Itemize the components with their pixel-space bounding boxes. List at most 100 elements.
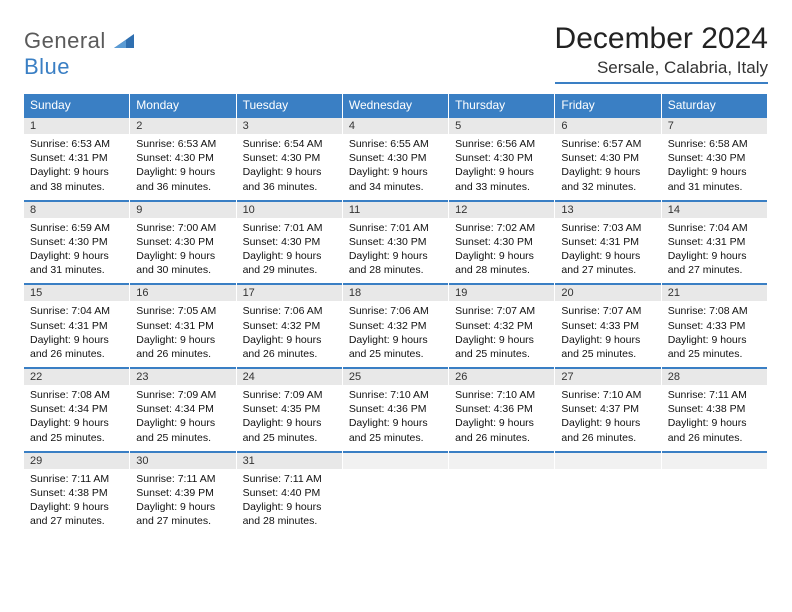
day-number: 19 xyxy=(449,283,554,301)
header: General Blue December 2024 Sersale, Cala… xyxy=(24,22,768,84)
sunrise-text: Sunrise: 7:03 AM xyxy=(561,221,654,235)
dayhead-saturday: Saturday xyxy=(662,94,768,116)
daylight-text: Daylight: 9 hours and 25 minutes. xyxy=(136,416,229,444)
day-number: 14 xyxy=(662,200,767,218)
day-number: 26 xyxy=(449,367,554,385)
brand-logo: General Blue xyxy=(24,22,134,80)
day-number: 22 xyxy=(24,367,129,385)
logo-text-blue: Blue xyxy=(24,54,70,79)
day-number-blank xyxy=(343,451,448,469)
daylight-text: Daylight: 9 hours and 29 minutes. xyxy=(243,249,336,277)
day-info: Sunrise: 7:01 AMSunset: 4:30 PMDaylight:… xyxy=(237,218,342,278)
sunrise-text: Sunrise: 6:55 AM xyxy=(349,137,442,151)
sunrise-text: Sunrise: 7:07 AM xyxy=(561,304,654,318)
sunset-text: Sunset: 4:38 PM xyxy=(668,402,761,416)
sunset-text: Sunset: 4:32 PM xyxy=(455,319,548,333)
day-info: Sunrise: 7:10 AMSunset: 4:37 PMDaylight:… xyxy=(555,385,660,445)
sunset-text: Sunset: 4:32 PM xyxy=(243,319,336,333)
daylight-text: Daylight: 9 hours and 38 minutes. xyxy=(30,165,123,193)
daylight-text: Daylight: 9 hours and 33 minutes. xyxy=(455,165,548,193)
calendar-cell: 2Sunrise: 6:53 AMSunset: 4:30 PMDaylight… xyxy=(130,116,236,200)
sunrise-text: Sunrise: 6:58 AM xyxy=(668,137,761,151)
day-number: 21 xyxy=(662,283,767,301)
dayhead-monday: Monday xyxy=(130,94,236,116)
day-number: 12 xyxy=(449,200,554,218)
logo-triangle-icon xyxy=(114,28,134,54)
day-number-blank xyxy=(449,451,554,469)
day-info: Sunrise: 6:56 AMSunset: 4:30 PMDaylight:… xyxy=(449,134,554,194)
sunrise-text: Sunrise: 7:11 AM xyxy=(30,472,123,486)
daylight-text: Daylight: 9 hours and 34 minutes. xyxy=(349,165,442,193)
day-number: 29 xyxy=(24,451,129,469)
sunrise-text: Sunrise: 7:01 AM xyxy=(349,221,442,235)
day-number: 28 xyxy=(662,367,767,385)
daylight-text: Daylight: 9 hours and 27 minutes. xyxy=(30,500,123,528)
sunset-text: Sunset: 4:39 PM xyxy=(136,486,229,500)
day-info: Sunrise: 7:07 AMSunset: 4:33 PMDaylight:… xyxy=(555,301,660,361)
sunrise-text: Sunrise: 6:56 AM xyxy=(455,137,548,151)
daylight-text: Daylight: 9 hours and 26 minutes. xyxy=(243,333,336,361)
daylight-text: Daylight: 9 hours and 26 minutes. xyxy=(136,333,229,361)
sunset-text: Sunset: 4:36 PM xyxy=(455,402,548,416)
day-info: Sunrise: 7:11 AMSunset: 4:39 PMDaylight:… xyxy=(130,469,235,529)
sunset-text: Sunset: 4:30 PM xyxy=(243,235,336,249)
daylight-text: Daylight: 9 hours and 26 minutes. xyxy=(30,333,123,361)
calendar-cell: 6Sunrise: 6:57 AMSunset: 4:30 PMDaylight… xyxy=(555,116,661,200)
sunset-text: Sunset: 4:30 PM xyxy=(668,151,761,165)
day-number: 16 xyxy=(130,283,235,301)
logo-text-general: General xyxy=(24,28,106,53)
day-number-blank xyxy=(555,451,660,469)
location-subtitle: Sersale, Calabria, Italy xyxy=(555,58,768,84)
calendar-cell: 10Sunrise: 7:01 AMSunset: 4:30 PMDayligh… xyxy=(237,200,343,284)
daylight-text: Daylight: 9 hours and 26 minutes. xyxy=(455,416,548,444)
sunset-text: Sunset: 4:30 PM xyxy=(136,235,229,249)
day-info: Sunrise: 7:06 AMSunset: 4:32 PMDaylight:… xyxy=(237,301,342,361)
calendar-cell: 17Sunrise: 7:06 AMSunset: 4:32 PMDayligh… xyxy=(237,283,343,367)
sunset-text: Sunset: 4:31 PM xyxy=(561,235,654,249)
daylight-text: Daylight: 9 hours and 25 minutes. xyxy=(668,333,761,361)
sunrise-text: Sunrise: 7:04 AM xyxy=(668,221,761,235)
day-info: Sunrise: 7:00 AMSunset: 4:30 PMDaylight:… xyxy=(130,218,235,278)
sunrise-text: Sunrise: 7:04 AM xyxy=(30,304,123,318)
day-number-blank xyxy=(662,451,767,469)
day-info: Sunrise: 7:11 AMSunset: 4:38 PMDaylight:… xyxy=(662,385,767,445)
daylight-text: Daylight: 9 hours and 36 minutes. xyxy=(136,165,229,193)
dayhead-tuesday: Tuesday xyxy=(237,94,343,116)
day-number: 11 xyxy=(343,200,448,218)
month-title: December 2024 xyxy=(555,22,768,56)
daylight-text: Daylight: 9 hours and 27 minutes. xyxy=(668,249,761,277)
day-number: 7 xyxy=(662,116,767,134)
day-number: 17 xyxy=(237,283,342,301)
sunrise-text: Sunrise: 7:05 AM xyxy=(136,304,229,318)
day-info: Sunrise: 7:11 AMSunset: 4:38 PMDaylight:… xyxy=(24,469,129,529)
sunset-text: Sunset: 4:40 PM xyxy=(243,486,336,500)
sunrise-text: Sunrise: 7:11 AM xyxy=(668,388,761,402)
sunset-text: Sunset: 4:30 PM xyxy=(455,151,548,165)
calendar-cell xyxy=(662,451,768,535)
day-info: Sunrise: 7:04 AMSunset: 4:31 PMDaylight:… xyxy=(662,218,767,278)
calendar-cell: 25Sunrise: 7:10 AMSunset: 4:36 PMDayligh… xyxy=(343,367,449,451)
calendar-cell: 13Sunrise: 7:03 AMSunset: 4:31 PMDayligh… xyxy=(555,200,661,284)
day-info: Sunrise: 6:59 AMSunset: 4:30 PMDaylight:… xyxy=(24,218,129,278)
day-number: 1 xyxy=(24,116,129,134)
day-info: Sunrise: 7:09 AMSunset: 4:35 PMDaylight:… xyxy=(237,385,342,445)
calendar-cell: 16Sunrise: 7:05 AMSunset: 4:31 PMDayligh… xyxy=(130,283,236,367)
calendar-cell: 19Sunrise: 7:07 AMSunset: 4:32 PMDayligh… xyxy=(449,283,555,367)
calendar-cell xyxy=(343,451,449,535)
calendar-cell: 30Sunrise: 7:11 AMSunset: 4:39 PMDayligh… xyxy=(130,451,236,535)
daylight-text: Daylight: 9 hours and 32 minutes. xyxy=(561,165,654,193)
sunrise-text: Sunrise: 7:07 AM xyxy=(455,304,548,318)
day-info: Sunrise: 6:55 AMSunset: 4:30 PMDaylight:… xyxy=(343,134,448,194)
sunrise-text: Sunrise: 7:10 AM xyxy=(455,388,548,402)
calendar-cell: 14Sunrise: 7:04 AMSunset: 4:31 PMDayligh… xyxy=(662,200,768,284)
sunrise-text: Sunrise: 6:59 AM xyxy=(30,221,123,235)
day-info: Sunrise: 6:54 AMSunset: 4:30 PMDaylight:… xyxy=(237,134,342,194)
daylight-text: Daylight: 9 hours and 28 minutes. xyxy=(455,249,548,277)
sunset-text: Sunset: 4:32 PM xyxy=(349,319,442,333)
daylight-text: Daylight: 9 hours and 27 minutes. xyxy=(561,249,654,277)
sunset-text: Sunset: 4:30 PM xyxy=(455,235,548,249)
day-number: 23 xyxy=(130,367,235,385)
sunrise-text: Sunrise: 7:00 AM xyxy=(136,221,229,235)
calendar-cell: 1Sunrise: 6:53 AMSunset: 4:31 PMDaylight… xyxy=(24,116,130,200)
day-number: 8 xyxy=(24,200,129,218)
